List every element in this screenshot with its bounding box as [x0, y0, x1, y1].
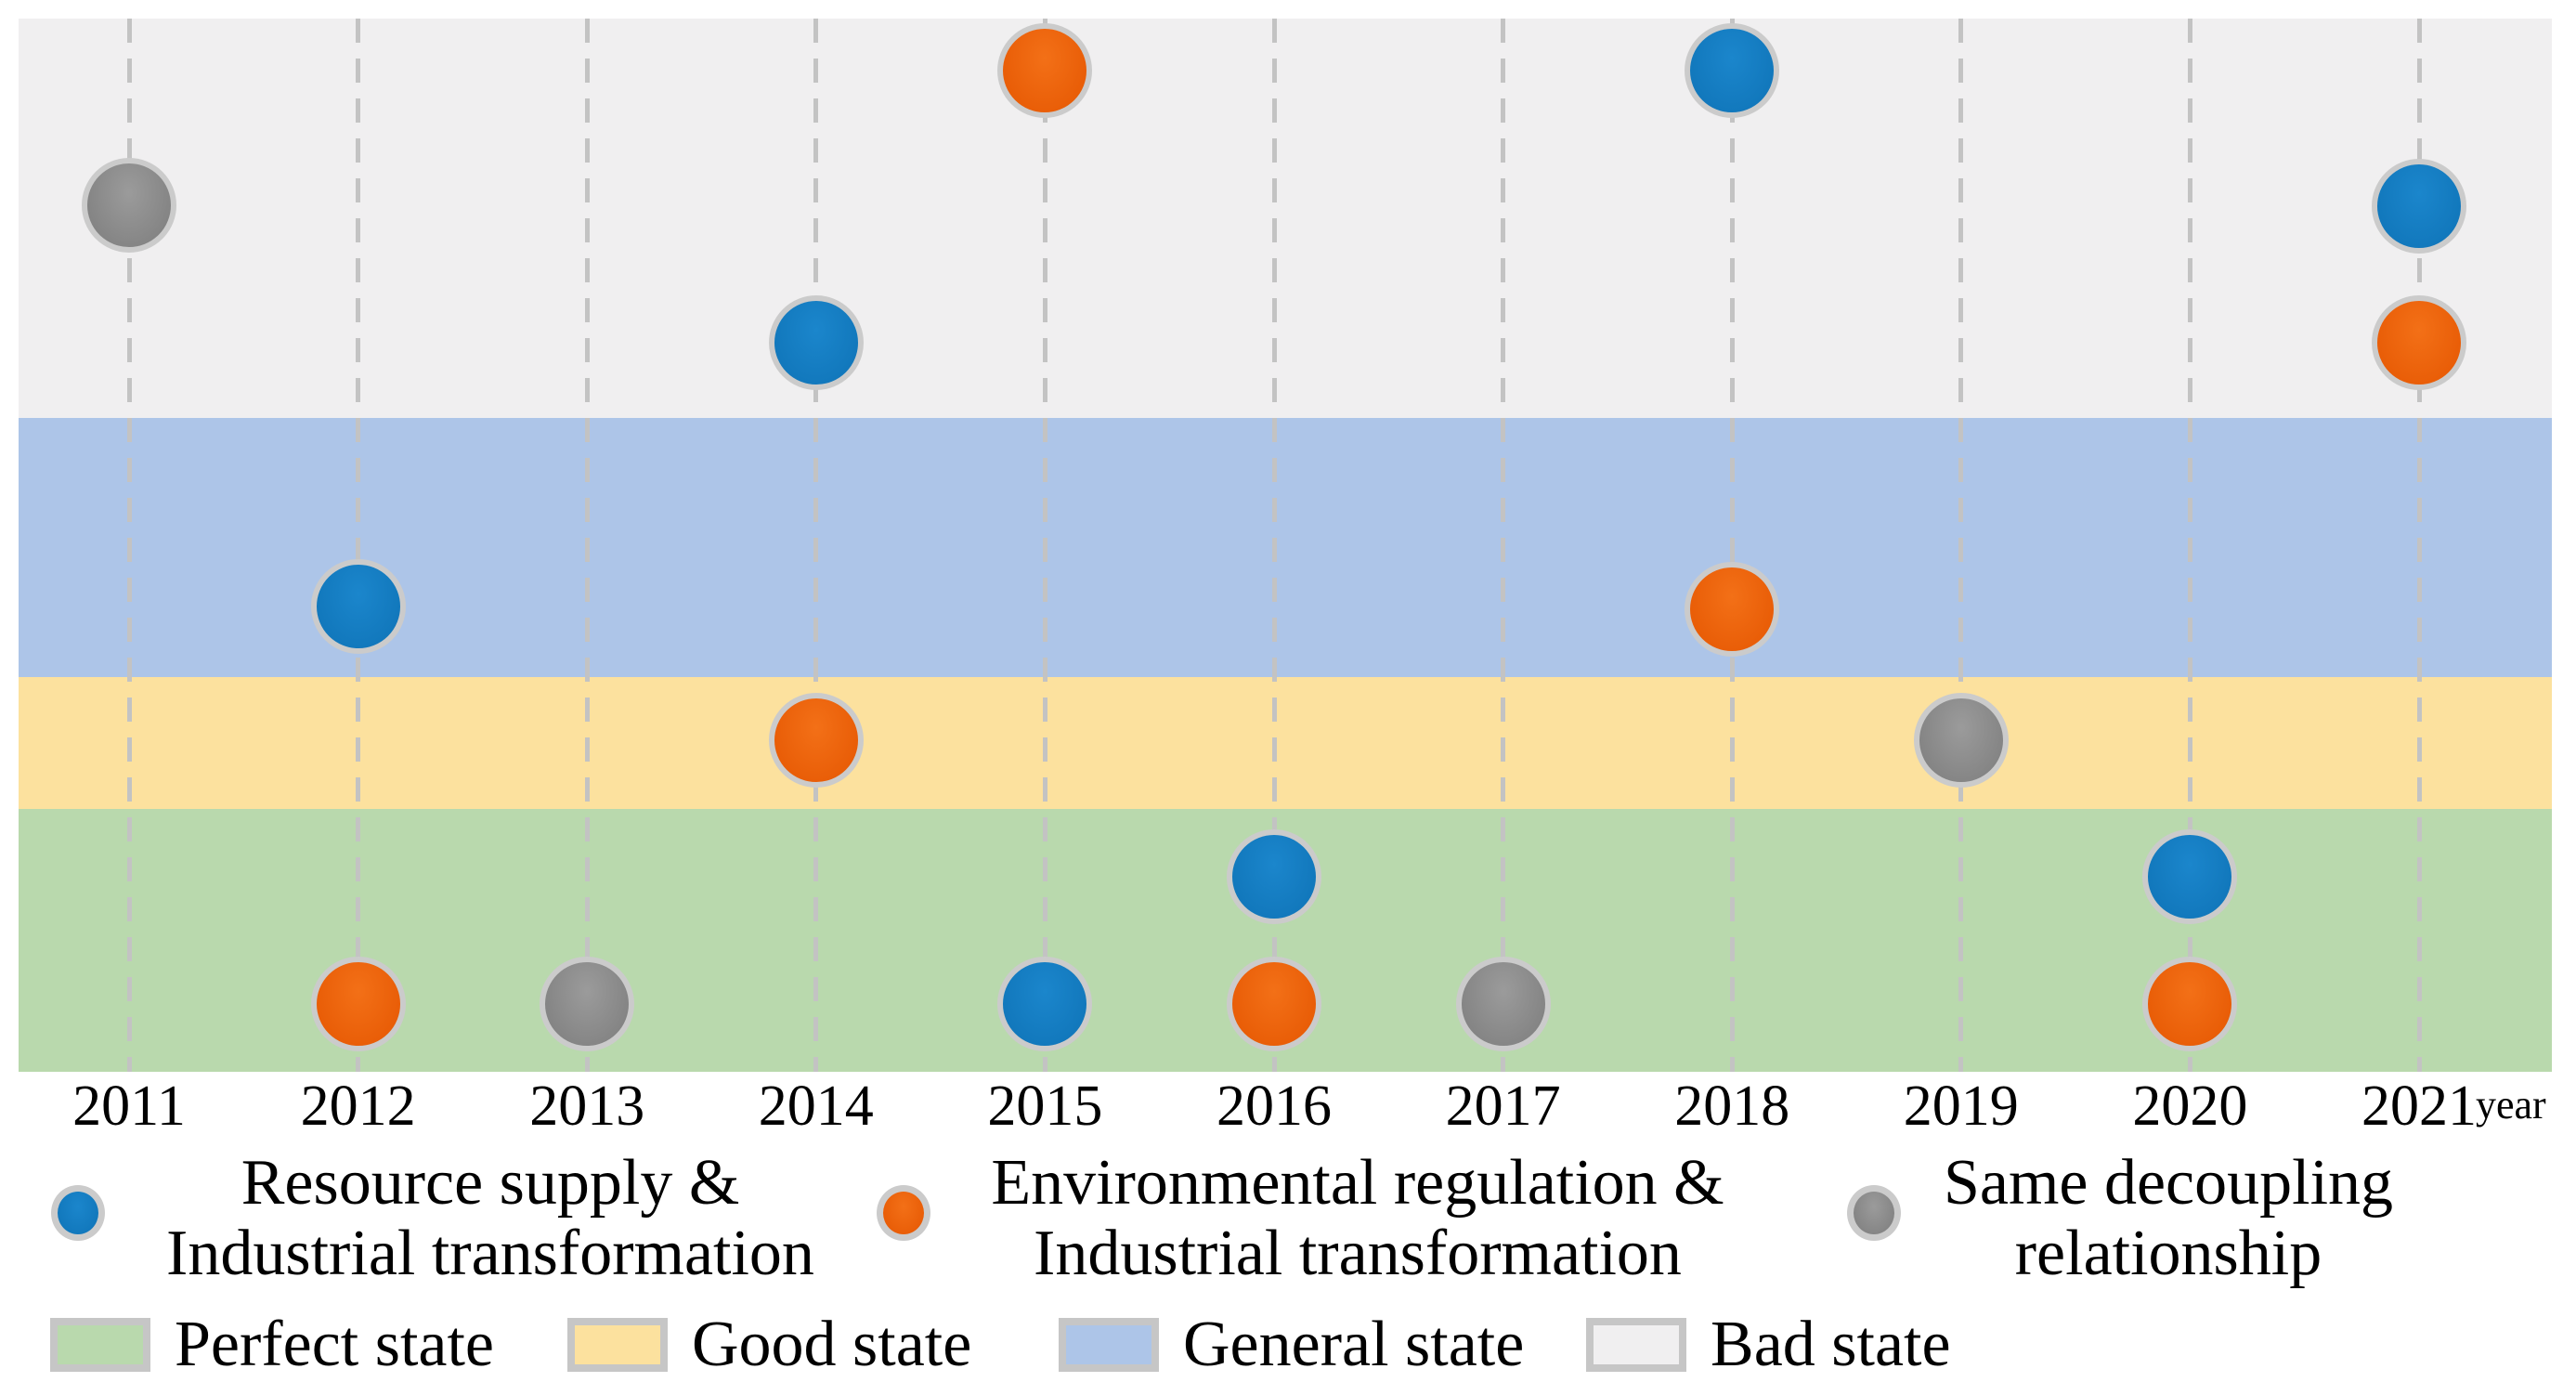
x-label-2018: 2018: [1674, 1075, 1790, 1138]
x-label-2014: 2014: [758, 1075, 874, 1138]
x-label-2019: 2019: [1903, 1075, 2019, 1138]
x-axis-unit-label: year: [2476, 1082, 2546, 1128]
dot-same-2019: [1913, 693, 2009, 788]
legend-marker-same-icon: [1847, 1185, 1901, 1241]
dot-environment-2021: [2372, 295, 2466, 390]
general-state-label: General state: [1183, 1309, 1525, 1380]
gridline-2015: [1042, 19, 1047, 1072]
dot-same-2017: [1455, 957, 1551, 1051]
x-label-2021: 2021: [2361, 1075, 2477, 1138]
band-good-state: [19, 677, 2552, 809]
dot-resource-2016: [1227, 829, 1321, 924]
gridline-2013: [584, 19, 590, 1072]
dot-resource-2015: [997, 957, 1093, 1051]
general-state-swatch: [1059, 1318, 1159, 1372]
x-label-2011: 2011: [72, 1075, 186, 1138]
dot-environment-2012: [310, 957, 406, 1051]
dot-environment-2016: [1227, 957, 1321, 1051]
legend-item-bad-state: Bad state: [1586, 1309, 1951, 1380]
dot-resource-2021: [2372, 159, 2466, 254]
legend-item-good-state: Good state: [567, 1309, 972, 1380]
good-state-label: Good state: [692, 1309, 972, 1380]
x-label-2013: 2013: [529, 1075, 645, 1138]
x-label-2015: 2015: [987, 1075, 1103, 1138]
gridline-2019: [1958, 19, 1964, 1072]
band-general-state: [19, 418, 2552, 677]
gridline-2016: [1271, 19, 1277, 1072]
good-state-swatch: [567, 1318, 668, 1372]
legend-label-resource: Resource supply & Industrial transformati…: [166, 1147, 814, 1289]
perfect-state-label: Perfect state: [175, 1309, 494, 1380]
gridline-2018: [1729, 19, 1735, 1072]
legend-item-general-state: General state: [1059, 1309, 1525, 1380]
x-label-2012: 2012: [300, 1075, 416, 1138]
legend-label-environment: Environmental regulation & Industrial tra…: [991, 1147, 1724, 1289]
legend-item-perfect-state: Perfect state: [50, 1309, 494, 1380]
dot-environment-2015: [997, 23, 1093, 118]
x-label-2017: 2017: [1445, 1075, 1561, 1138]
gridline-2012: [356, 19, 361, 1072]
dot-environment-2014: [768, 693, 864, 788]
x-label-2020: 2020: [2132, 1075, 2248, 1138]
dot-environment-2020: [2142, 957, 2238, 1051]
dot-resource-2020: [2142, 829, 2238, 924]
legend-marker-resource-icon: [51, 1185, 105, 1241]
legend-marker-environment-icon: [877, 1185, 930, 1241]
x-label-2016: 2016: [1216, 1075, 1332, 1138]
gridline-2020: [2187, 19, 2192, 1072]
dot-environment-2018: [1685, 562, 1780, 657]
dot-same-2013: [540, 957, 635, 1051]
bad-state-label: Bad state: [1711, 1309, 1951, 1380]
dot-resource-2012: [310, 559, 406, 654]
dot-same-2011: [82, 158, 176, 253]
dot-resource-2014: [768, 295, 864, 390]
band-bad-state: [19, 19, 2552, 418]
legend-label-same: Same decoupling relationship: [1943, 1147, 2394, 1289]
gridline-2011: [126, 19, 132, 1072]
dot-resource-2018: [1685, 23, 1780, 118]
perfect-state-swatch: [50, 1318, 150, 1372]
bad-state-swatch: [1586, 1318, 1686, 1372]
gridline-2014: [813, 19, 819, 1072]
gridline-2017: [1501, 19, 1506, 1072]
gridline-2021: [2416, 19, 2422, 1072]
plot-area: [19, 19, 2552, 1072]
